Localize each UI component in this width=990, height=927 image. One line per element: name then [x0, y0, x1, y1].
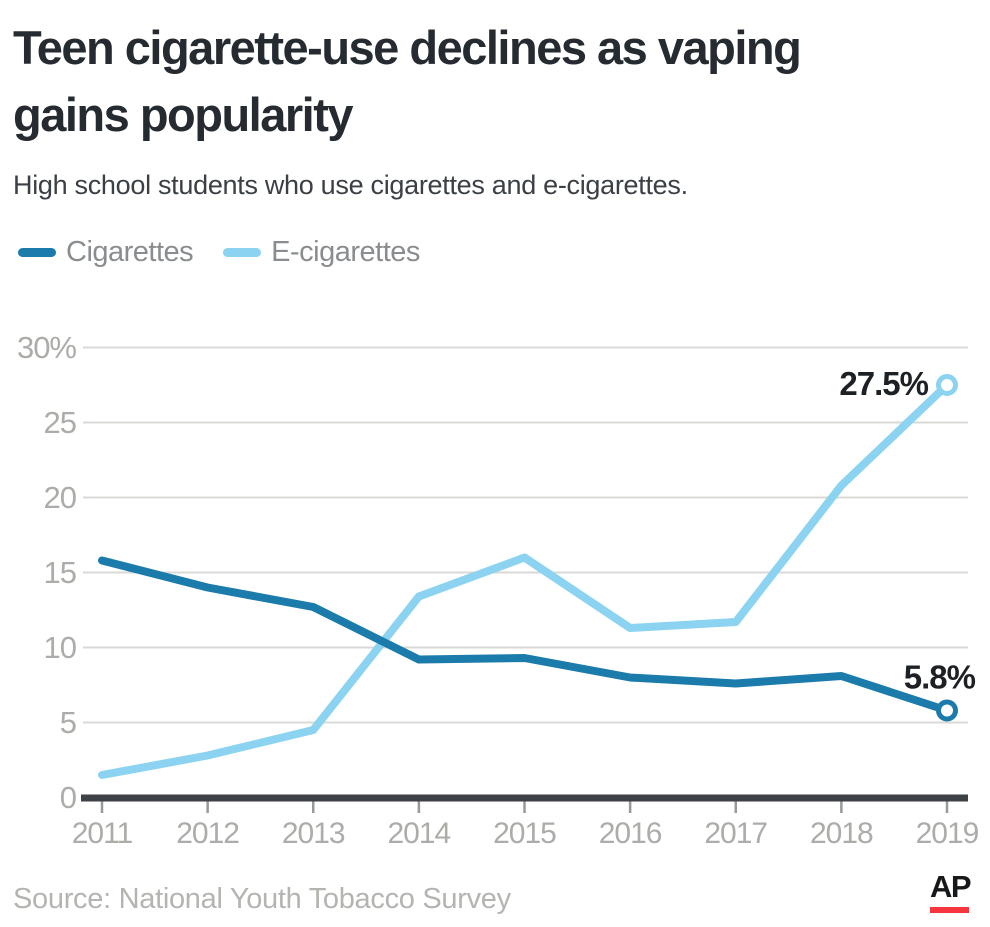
endpoint-value-label-e-cigarettes: 27.5% — [839, 365, 928, 402]
x-axis-tick-label: 2014 — [388, 817, 451, 850]
y-axis-tick-label: 25 — [44, 405, 76, 440]
chart-title: Teen cigarette-use declines as vaping ga… — [13, 14, 943, 148]
legend-label-cigarettes: Cigarettes — [66, 236, 194, 268]
y-axis-tick-label: 0 — [60, 780, 77, 815]
x-axis-tick-label: 2013 — [282, 817, 345, 850]
x-axis-tick-label: 2016 — [599, 817, 662, 850]
x-axis-tick-label: 2015 — [493, 817, 556, 850]
legend-label-ecigarettes: E-cigarettes — [271, 236, 420, 268]
x-axis-tick-label: 2019 — [916, 817, 979, 850]
ecigarettes-swatch-icon — [223, 248, 262, 257]
x-axis-tick-label: 2017 — [704, 817, 767, 850]
series-line-cigarettes — [98, 556, 951, 715]
y-axis-tick-label: 15 — [44, 555, 76, 590]
chart-title-line-1: Teen cigarette-use declines as vaping — [13, 21, 802, 74]
y-axis-tick-label: 20 — [44, 480, 77, 515]
y-axis-tick-label: 10 — [44, 630, 77, 665]
source-credit: Source: National Youth Tobacco Survey — [13, 883, 511, 915]
y-axis-tick-label: 30% — [17, 330, 76, 365]
ap-logo: AP — [930, 869, 972, 913]
x-axis-tick-label: 2012 — [176, 817, 239, 850]
legend-item-ecigarettes: E-cigarettes — [223, 236, 420, 269]
x-axis-tick-label: 2011 — [72, 817, 133, 850]
endpoint-marker-e-cigarettes — [936, 374, 958, 396]
series-line-e-cigarettes — [98, 381, 951, 779]
ap-logo-underline — [930, 907, 969, 913]
chart-title-line-2: gains popularity — [13, 88, 354, 141]
chart-subtitle: High school students who use cigarettes … — [13, 170, 688, 200]
endpoint-marker-cigarettes — [936, 699, 958, 722]
x-axis-tick-label: 2018 — [810, 817, 873, 850]
ap-logo-text: AP — [930, 869, 972, 904]
endpoint-value-label-cigarettes: 5.8% — [904, 659, 976, 696]
cigarettes-swatch-icon — [18, 248, 56, 257]
y-axis-tick-label: 5 — [60, 705, 76, 740]
legend: Cigarettes E-cigarettes — [18, 236, 420, 269]
legend-item-cigarettes: Cigarettes — [18, 236, 194, 269]
